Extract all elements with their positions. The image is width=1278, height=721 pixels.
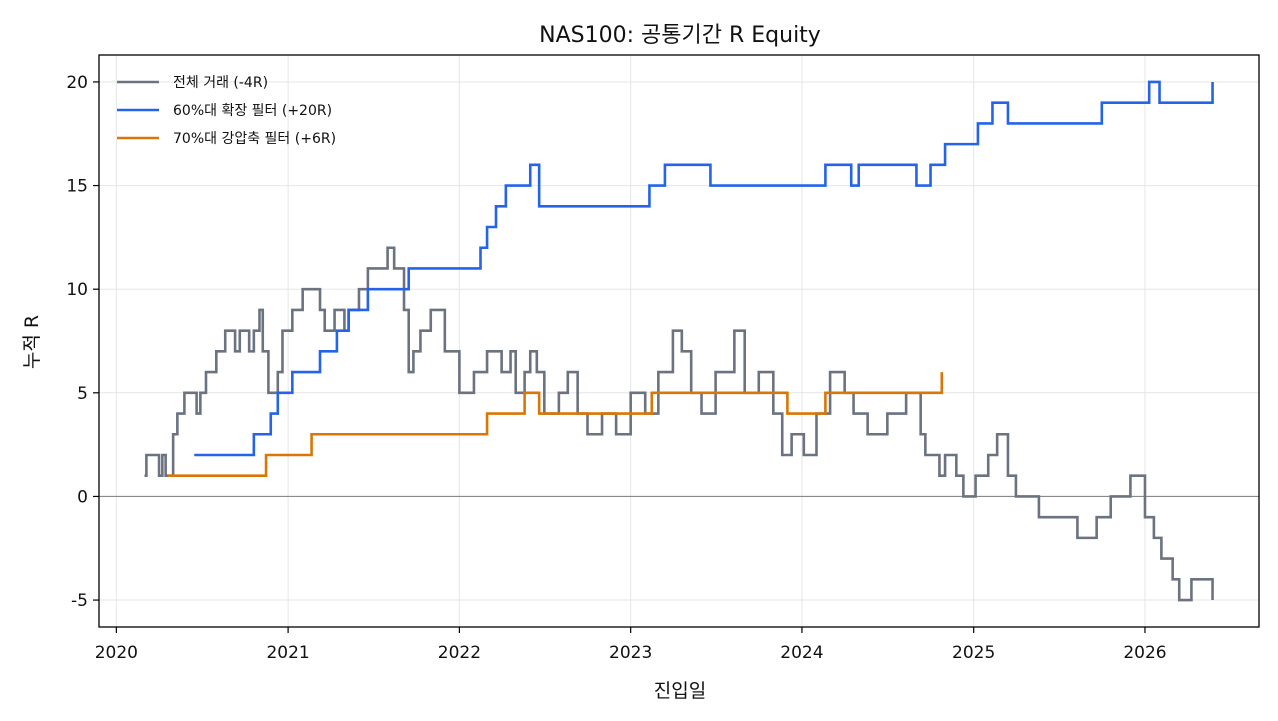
y-tick-label: 15 <box>66 177 88 197</box>
y-tick-label: -5 <box>71 591 88 611</box>
x-tick-label: 2021 <box>266 643 309 663</box>
series-line-2 <box>194 80 1214 457</box>
plot-frame <box>98 54 1260 628</box>
chart-title: NAS100: 공통기간 R Equity <box>539 23 821 48</box>
legend-label-2: 60%대 확장 필터 (+20R) <box>173 103 332 119</box>
y-tick-label: 5 <box>77 384 88 404</box>
x-axis-ticks: 2020 2021 2022 2023 2024 2025 2026 <box>95 627 1167 663</box>
x-tick-label: 2024 <box>780 643 823 663</box>
y-axis-label: 누적 R <box>21 315 43 369</box>
x-tick-label: 2023 <box>609 643 652 663</box>
legend: 전체 거래 (-4R) 60%대 확장 필터 (+20R) 70%대 강압축 필터 … <box>117 75 336 147</box>
y-tick-label: 20 <box>66 73 88 93</box>
y-tick-label: 0 <box>77 487 88 507</box>
x-tick-label: 2022 <box>438 643 481 663</box>
y-axis-ticks: -5 0 5 10 15 20 <box>66 73 99 611</box>
legend-label-1: 전체 거래 (-4R) <box>173 75 268 91</box>
x-tick-label: 2025 <box>952 643 995 663</box>
x-tick-label: 2020 <box>95 643 138 663</box>
series-line-3 <box>167 372 944 478</box>
series-lines <box>144 80 1214 602</box>
x-axis-label: 진입일 <box>654 680 706 702</box>
x-tick-label: 2026 <box>1123 643 1166 663</box>
y-tick-label: 10 <box>66 280 88 300</box>
legend-label-3: 70%대 강압축 필터 (+6R) <box>173 131 336 147</box>
series-line-1 <box>144 246 1214 602</box>
